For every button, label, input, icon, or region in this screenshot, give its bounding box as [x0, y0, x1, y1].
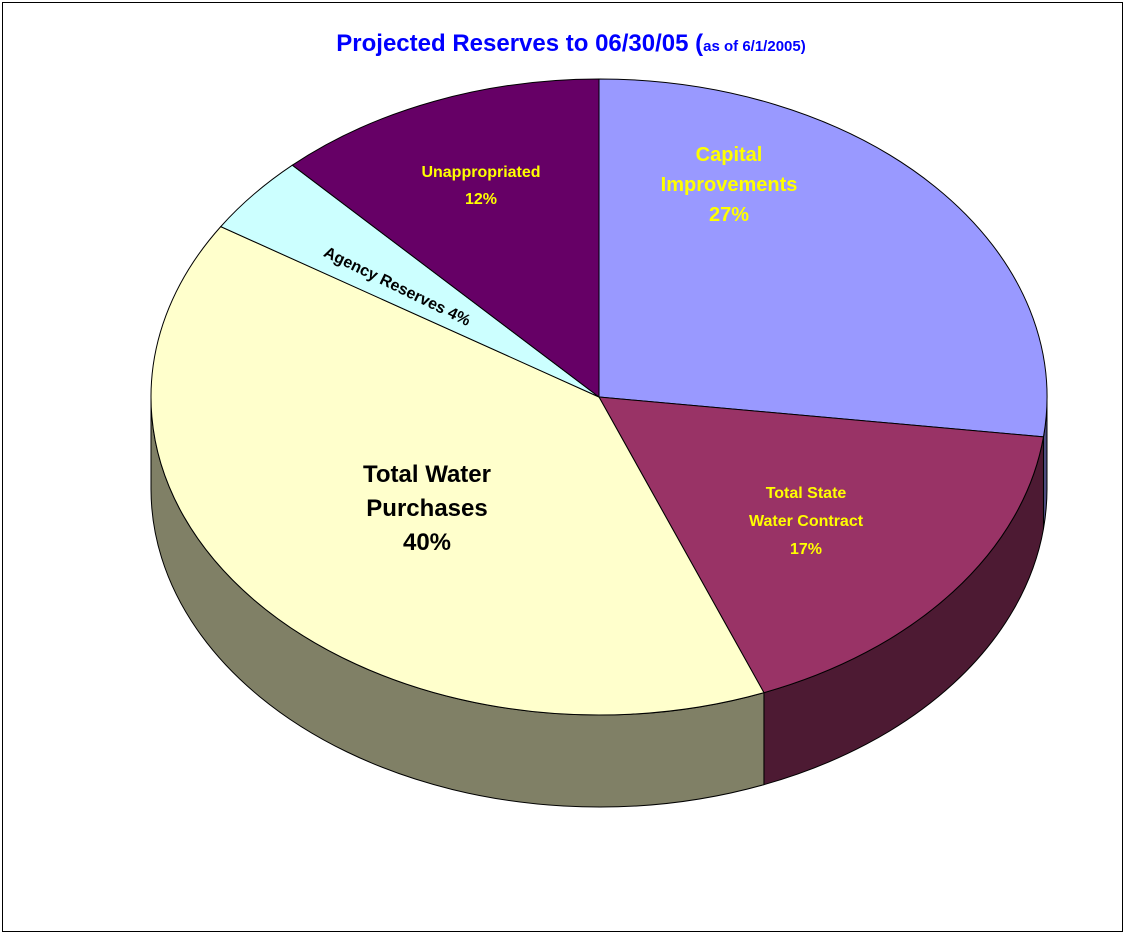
slice-name-label: Improvements — [661, 174, 798, 196]
chart-title: Projected Reserves to 06/30/05 (as of 6/… — [0, 30, 1125, 58]
pie-slice-unappropriated — [291, 78, 600, 399]
chart-subtitle: as of 6/1/2005) — [703, 38, 806, 55]
slice-name-label: Total Water — [363, 461, 491, 488]
pie-labels: Capital Improvements 27% Total State Water C… — [321, 144, 864, 558]
pie-slice-capital-improvements — [598, 78, 1048, 438]
slice-label-capital-improvements: Capital Improvements 27% — [661, 144, 798, 226]
chart-title-main: Projected Reserves to 06/30/05 ( — [336, 30, 704, 57]
slice-label-unappropriated: Unappropriated 12% — [421, 164, 540, 208]
slice-name-label: Capital — [696, 144, 763, 166]
slice-name-label: Purchases — [366, 495, 487, 522]
slice-value-label: 12% — [465, 191, 497, 208]
pie-slice-total-state-water-contract — [598, 396, 1045, 694]
slice-value-label: 27% — [709, 204, 749, 226]
pie-slice-total-water-purchases — [150, 226, 765, 716]
pie-tops — [150, 78, 1048, 716]
slice-name-label: Total State — [766, 485, 847, 502]
slice-name-label: Water Contract — [749, 513, 864, 530]
slice-value-label: 40% — [403, 529, 451, 556]
slice-value-label: 17% — [790, 541, 822, 558]
slice-label-total-state-water-contract: Total State Water Contract 17% — [749, 485, 864, 558]
slice-label-total-water-purchases: Total Water Purchases 40% — [363, 461, 491, 556]
slice-name-label: Unappropriated — [421, 164, 540, 181]
